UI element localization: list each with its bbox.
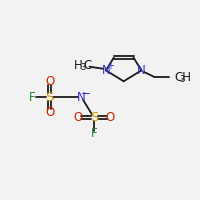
Text: S: S bbox=[46, 91, 54, 104]
Text: S: S bbox=[90, 111, 98, 124]
Text: −: − bbox=[80, 87, 90, 100]
Text: F: F bbox=[91, 127, 97, 140]
Text: C: C bbox=[83, 59, 92, 72]
Text: 3: 3 bbox=[179, 75, 185, 84]
Text: H: H bbox=[74, 59, 83, 72]
Text: O: O bbox=[106, 111, 115, 124]
Text: O: O bbox=[45, 75, 54, 88]
Text: CH: CH bbox=[174, 71, 191, 84]
Text: O: O bbox=[73, 111, 83, 124]
Text: +: + bbox=[106, 61, 114, 71]
Text: N: N bbox=[137, 64, 146, 77]
Text: N: N bbox=[77, 91, 86, 104]
Text: N: N bbox=[102, 64, 110, 77]
Text: O: O bbox=[45, 106, 54, 119]
Text: 3: 3 bbox=[80, 63, 86, 72]
Text: F: F bbox=[29, 91, 35, 104]
